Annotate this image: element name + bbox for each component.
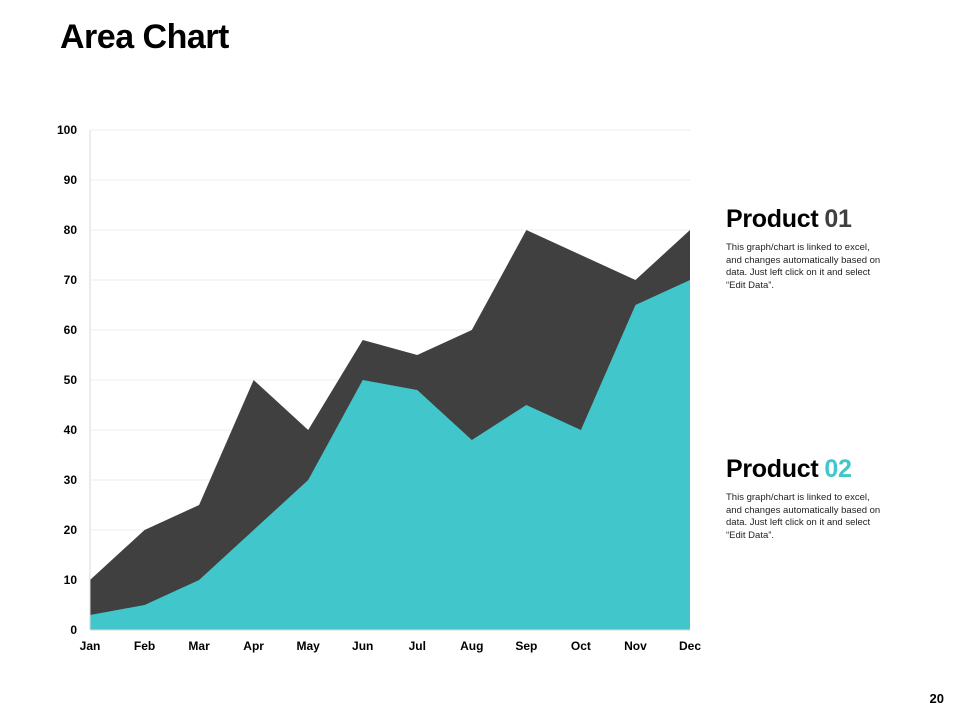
x-axis-ticks: Jan Feb Mar Apr May Jun Jul Aug Sep Oct Nov Dec	[80, 639, 702, 653]
y-tick-label: 80	[64, 223, 78, 237]
x-tick-label: Apr	[243, 639, 264, 653]
y-tick-label: 40	[64, 423, 78, 437]
legend-number: 01	[824, 205, 852, 233]
legend-label: Product	[726, 455, 819, 483]
x-tick-label: Sep	[515, 639, 537, 653]
x-tick-label: May	[297, 639, 321, 653]
y-tick-label: 50	[64, 373, 78, 387]
x-tick-label: Jan	[80, 639, 101, 653]
area-series	[90, 230, 690, 630]
x-tick-label: Mar	[188, 639, 210, 653]
legend-description: This graph/chart is linked to excel, and…	[726, 492, 881, 541]
axes	[89, 130, 690, 631]
x-tick-label: Jul	[409, 639, 426, 653]
x-tick-label: Nov	[624, 639, 647, 653]
y-tick-label: 10	[64, 573, 78, 587]
page-number: 20	[929, 691, 944, 706]
area-product-02	[90, 280, 690, 630]
y-tick-label: 100	[57, 123, 77, 137]
y-tick-label: 20	[64, 523, 78, 537]
y-tick-label: 70	[64, 273, 78, 287]
legend-product-02: Product 02 This graph/chart is linked to …	[726, 454, 896, 542]
y-tick-label: 60	[64, 323, 78, 337]
legend-heading: Product 02	[726, 454, 896, 484]
page-title: Area Chart	[60, 18, 229, 56]
legend-label: Product	[726, 205, 819, 233]
x-tick-label: Feb	[134, 639, 155, 653]
x-tick-label: Aug	[460, 639, 483, 653]
x-tick-label: Oct	[571, 639, 591, 653]
legend-description: This graph/chart is linked to excel, and…	[726, 242, 881, 291]
y-tick-label: 0	[70, 623, 77, 637]
x-tick-label: Dec	[679, 639, 701, 653]
x-tick-label: Jun	[352, 639, 373, 653]
y-tick-label: 90	[64, 173, 78, 187]
legend-product-01: Product 01 This graph/chart is linked to …	[726, 204, 896, 292]
legend-heading: Product 01	[726, 204, 896, 234]
y-axis-ticks: 0 10 20 30 40 50 60 70 80 90 100	[57, 123, 77, 637]
y-tick-label: 30	[64, 473, 78, 487]
legend-number: 02	[824, 455, 852, 483]
